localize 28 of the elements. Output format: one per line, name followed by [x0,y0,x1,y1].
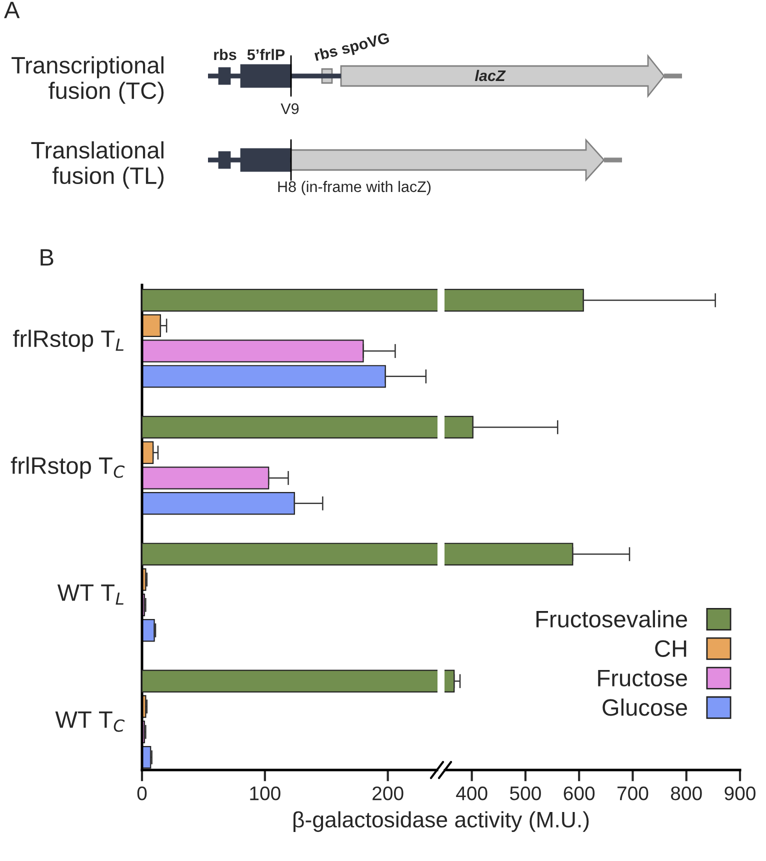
x-tick-label: 500 [510,786,541,800]
x-tick-label: 900 [724,786,756,800]
legend-label: CH [655,640,686,657]
x-axis-title: β-galactosidase activity (M.U.) [294,811,589,832]
text: B [40,249,54,266]
text: Transcriptional fusion (TC) [12,56,164,104]
x-tick-label: 400 [456,786,488,800]
y-tick-label: WT T$_{L}$ [57,584,124,605]
text: Translational fusion (TL) [31,141,164,189]
legend-label: Fructose [598,670,688,686]
x-tick-label: 800 [670,786,702,800]
y-tick-label: frlRstop T$_{C}$ [10,456,125,479]
text: V9 [280,103,299,114]
y-tick-label: WT T$_{C}$ [55,711,125,732]
x-tick-label: 100 [250,786,280,800]
text: rbs [214,48,236,60]
text: A [4,2,20,18]
text: lacZ [474,70,506,82]
y-tick-label: frlRstop T$_{L}$ [13,330,124,352]
x-tick-label: 0 [137,786,147,800]
text: 5’frlP [247,48,285,60]
text: H8 (in-frame with lacZ) [278,180,431,196]
legend-label: Glucose [602,698,688,716]
text: rbs spoVG [314,32,390,64]
x-tick-label: 200 [372,786,404,800]
x-tick-label: 600 [564,786,595,800]
x-tick-label: 700 [618,786,648,800]
legend-label: Fructosevaline [536,610,688,628]
